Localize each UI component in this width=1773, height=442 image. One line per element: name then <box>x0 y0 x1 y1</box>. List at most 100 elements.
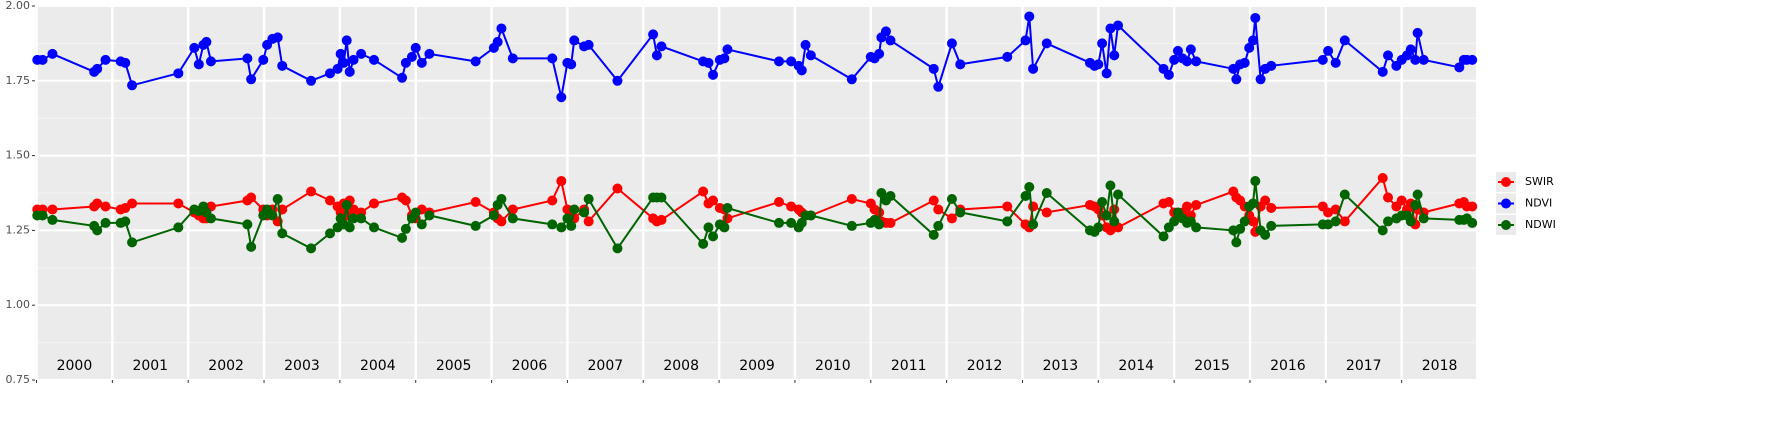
point <box>173 222 184 233</box>
point <box>946 38 957 49</box>
point <box>880 26 891 37</box>
legend-point <box>1501 198 1511 209</box>
point <box>1260 229 1271 240</box>
point <box>698 186 709 197</box>
point <box>955 59 966 70</box>
point <box>1235 223 1246 234</box>
point <box>1248 198 1259 209</box>
point <box>1454 62 1465 73</box>
point <box>1028 219 1039 230</box>
point <box>416 219 427 230</box>
point <box>100 201 111 212</box>
year-label: 2004 <box>360 358 396 374</box>
point <box>120 216 131 227</box>
point <box>1097 38 1108 49</box>
point <box>1244 42 1255 53</box>
point <box>1101 68 1112 79</box>
point <box>955 207 966 218</box>
point <box>876 188 887 198</box>
point <box>648 29 659 40</box>
point <box>1467 201 1478 212</box>
point <box>325 195 336 206</box>
point <box>1020 35 1031 46</box>
year-label: 2011 <box>891 358 927 374</box>
point <box>656 192 667 203</box>
point <box>325 228 336 239</box>
point <box>348 213 359 224</box>
point <box>201 36 212 47</box>
point <box>1405 216 1416 227</box>
point <box>335 48 346 59</box>
point <box>1248 216 1259 227</box>
point <box>1113 20 1124 31</box>
point <box>1330 216 1341 227</box>
point <box>1109 50 1120 61</box>
point <box>722 202 733 213</box>
point <box>92 63 103 74</box>
point <box>470 196 481 207</box>
point <box>547 219 558 230</box>
point <box>946 193 957 204</box>
point <box>547 53 558 64</box>
point <box>708 195 719 206</box>
point <box>1185 44 1196 55</box>
point <box>369 222 380 233</box>
y-tick-label: 1.75 <box>6 74 31 87</box>
point <box>267 210 278 221</box>
point <box>698 238 709 249</box>
point <box>1330 57 1341 68</box>
point <box>1105 23 1116 34</box>
point <box>786 201 797 212</box>
point <box>397 72 408 83</box>
point <box>127 198 138 209</box>
point <box>410 207 421 218</box>
y-tick-label: 1.00 <box>6 298 31 311</box>
point <box>1002 201 1013 212</box>
point <box>341 199 352 210</box>
point <box>562 213 573 224</box>
point <box>656 41 667 52</box>
point <box>885 35 896 46</box>
y-tick-label: 1.25 <box>6 223 31 236</box>
point <box>703 57 714 68</box>
year-label: 2015 <box>1194 358 1230 374</box>
point <box>356 213 367 224</box>
point <box>92 198 103 209</box>
point <box>1041 38 1052 49</box>
point <box>1467 217 1478 228</box>
point <box>246 74 257 85</box>
year-label: 2002 <box>208 358 244 374</box>
point <box>470 220 481 231</box>
point <box>277 228 288 239</box>
point <box>805 210 816 221</box>
point <box>348 54 359 65</box>
point <box>583 39 594 50</box>
point <box>1317 54 1328 65</box>
point <box>774 217 785 228</box>
point <box>369 54 380 65</box>
point <box>1093 222 1104 233</box>
point <box>1158 231 1169 242</box>
point <box>569 35 580 46</box>
point <box>397 232 408 243</box>
point <box>400 223 411 234</box>
point <box>1231 237 1242 248</box>
point <box>37 54 48 65</box>
point <box>205 56 216 67</box>
legend-point <box>1501 177 1511 187</box>
point <box>1028 63 1039 74</box>
point <box>1109 216 1120 227</box>
point <box>1002 51 1013 62</box>
point <box>1377 173 1388 184</box>
point <box>127 80 138 91</box>
point <box>1028 201 1039 212</box>
point <box>885 217 896 228</box>
point <box>1105 225 1116 236</box>
point <box>556 176 567 187</box>
point <box>1396 195 1407 206</box>
point <box>612 243 623 254</box>
point <box>507 53 518 64</box>
point <box>246 241 257 252</box>
point <box>1231 74 1242 85</box>
point <box>344 222 355 233</box>
